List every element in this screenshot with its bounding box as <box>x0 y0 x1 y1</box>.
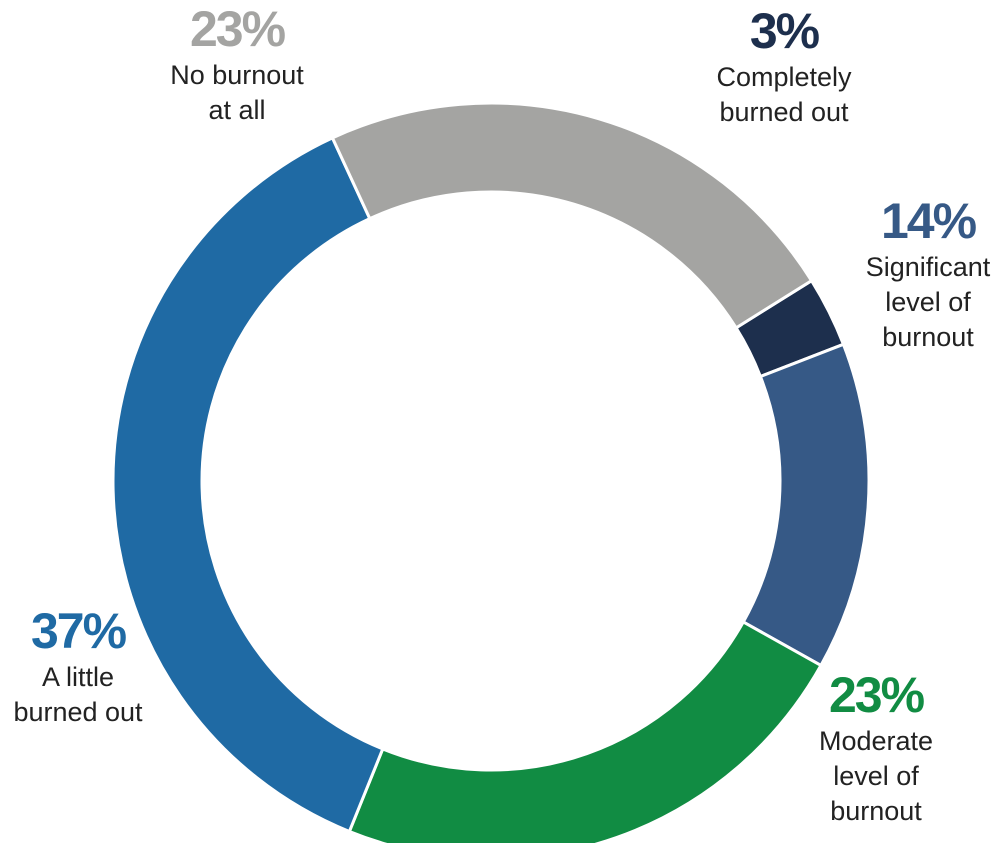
slice-label-group: 14%Significant level of burnout <box>866 193 991 352</box>
slice-label-group: 3%Completely burned out <box>716 3 852 127</box>
slice-percent-label: 3% <box>750 3 820 59</box>
slice-category-label: A little burned out <box>13 662 143 727</box>
slice-percent-label: 23% <box>829 667 925 723</box>
slice-percent-label: 37% <box>31 603 127 659</box>
slice-moderate-level-of-burnout <box>347 619 824 843</box>
slice-category-label: Significant level of burnout <box>866 252 991 352</box>
slice-label-group: 23%No burnout at all <box>170 1 304 125</box>
slices-layer <box>111 101 871 843</box>
slice-no-burnout-at-all <box>330 101 814 330</box>
slice-percent-label: 23% <box>190 1 286 57</box>
slice-percent-label: 14% <box>881 193 977 249</box>
slice-label-group: 37%A little burned out <box>13 603 143 727</box>
slice-a-little-burned-out <box>111 135 385 834</box>
slice-category-label: Completely burned out <box>716 62 852 127</box>
slice-category-label: Moderate level of burnout <box>819 726 933 826</box>
slice-label-group: 23%Moderate level of burnout <box>819 667 933 826</box>
slice-significant-level-of-burnout <box>741 342 871 668</box>
slice-category-label: No burnout at all <box>170 60 304 125</box>
